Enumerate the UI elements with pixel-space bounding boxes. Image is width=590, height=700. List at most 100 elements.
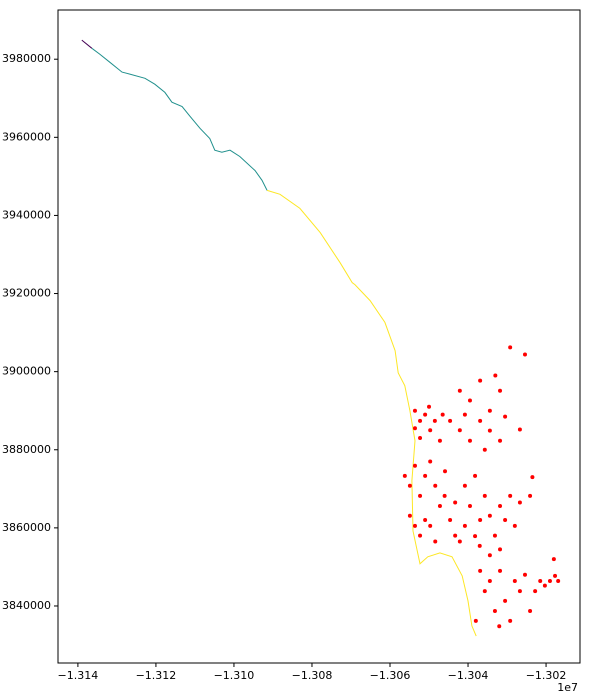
point	[512, 578, 517, 583]
point	[467, 438, 472, 443]
point	[478, 568, 483, 573]
point	[462, 483, 467, 488]
point	[503, 518, 508, 523]
point	[508, 493, 513, 498]
point	[448, 518, 453, 523]
point	[517, 500, 522, 505]
point	[477, 543, 482, 548]
point	[498, 547, 503, 552]
point	[556, 578, 561, 583]
y-tick-label: 3880000	[2, 443, 51, 456]
point	[478, 518, 483, 523]
point	[457, 539, 462, 544]
point	[492, 533, 497, 538]
point	[482, 447, 487, 452]
point	[533, 589, 538, 594]
y-tick-label: 3980000	[2, 52, 51, 65]
point	[528, 609, 533, 614]
point	[478, 378, 483, 383]
point	[542, 583, 547, 588]
point	[433, 539, 438, 544]
point	[428, 428, 433, 433]
point	[412, 463, 417, 468]
point	[412, 523, 417, 528]
y-tick-label: 3920000	[2, 287, 51, 300]
point	[437, 503, 442, 508]
point	[473, 534, 478, 539]
point	[418, 533, 423, 538]
point	[512, 523, 517, 528]
point	[462, 523, 467, 528]
y-tick-label: 3840000	[2, 599, 51, 612]
y-tick-label: 3900000	[2, 365, 51, 378]
point	[522, 352, 527, 357]
point	[437, 438, 442, 443]
x-tick-label: −1.314	[58, 669, 99, 682]
point	[448, 418, 453, 423]
point	[440, 412, 445, 417]
coast-line	[81, 39, 93, 49]
point	[428, 523, 433, 528]
x-tick-label: −1.304	[448, 669, 489, 682]
point	[517, 589, 522, 594]
point	[412, 426, 417, 431]
x-tick-label: −1.302	[526, 669, 567, 682]
y-tick-label: 3860000	[2, 521, 51, 534]
point	[423, 473, 428, 478]
point	[487, 428, 492, 433]
point	[508, 345, 513, 350]
y-tick-label: 3940000	[2, 208, 51, 221]
point	[528, 493, 533, 498]
point	[530, 475, 535, 480]
coast-line	[91, 47, 268, 191]
point	[467, 398, 472, 403]
point	[482, 589, 487, 594]
point	[487, 553, 492, 558]
point	[487, 578, 492, 583]
point	[522, 572, 527, 577]
point	[508, 618, 513, 623]
point	[407, 483, 412, 488]
point	[467, 503, 472, 508]
point	[551, 557, 556, 562]
point	[402, 473, 407, 478]
x-tick-label: −1.308	[292, 669, 333, 682]
point	[457, 428, 462, 433]
point	[432, 418, 437, 423]
point	[423, 518, 428, 523]
point	[418, 436, 423, 441]
point	[407, 513, 412, 518]
point	[553, 573, 558, 578]
x-tick-label: −1.310	[214, 669, 255, 682]
point	[473, 473, 478, 478]
point	[503, 414, 508, 419]
point	[487, 408, 492, 413]
x-offset-label: 1e7	[557, 681, 578, 694]
point	[453, 500, 458, 505]
point	[433, 483, 438, 488]
point	[443, 469, 448, 474]
point	[478, 418, 483, 423]
point	[498, 438, 503, 443]
point	[498, 503, 503, 508]
point	[498, 388, 503, 393]
coast-line	[266, 189, 477, 637]
point	[538, 578, 543, 583]
plot-frame	[57, 9, 581, 664]
point	[547, 578, 552, 583]
point	[482, 493, 487, 498]
point	[462, 412, 467, 417]
point	[418, 493, 423, 498]
point	[453, 533, 458, 538]
point	[487, 513, 492, 518]
point	[457, 388, 462, 393]
x-tick-label: −1.312	[136, 669, 177, 682]
point	[498, 568, 503, 573]
x-tick-label: −1.306	[370, 669, 411, 682]
point	[412, 408, 417, 413]
point	[492, 609, 497, 614]
point	[493, 373, 498, 378]
point	[427, 404, 432, 409]
point	[503, 598, 508, 603]
